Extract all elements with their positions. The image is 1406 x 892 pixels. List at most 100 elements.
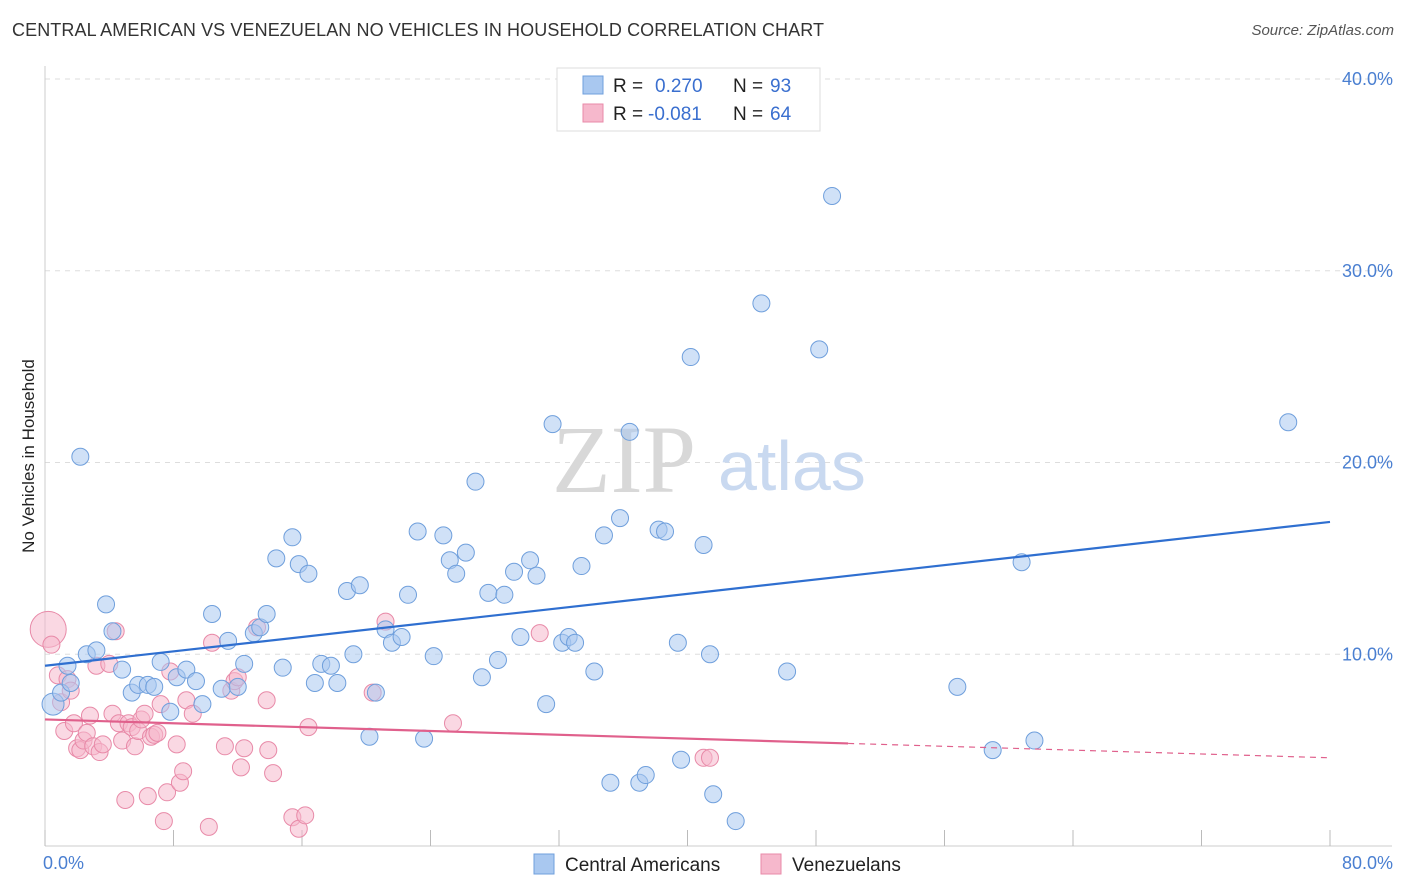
central-americans-point-55 <box>479 583 498 602</box>
central-americans-point-13 <box>145 677 164 696</box>
central-americans-point-57 <box>495 585 514 604</box>
venezuelans-trend-line <box>44 718 849 745</box>
venezuelans-point-35 <box>158 783 177 802</box>
central-americans-point-88 <box>948 677 967 696</box>
venezuelans-point-39 <box>174 762 193 781</box>
axes <box>44 66 1392 847</box>
central-americans-trend-line <box>44 520 1331 667</box>
central-americans-point-52 <box>456 543 475 562</box>
legend-swatch-pink <box>582 103 604 123</box>
central-americans-point-36 <box>328 674 347 693</box>
central-americans-point-80 <box>694 535 713 554</box>
central-americans-point-35 <box>321 656 340 675</box>
central-americans-point-63 <box>543 415 562 434</box>
bottom-legend-label-pink: Venezuelans <box>792 855 901 876</box>
central-americans-point-17 <box>177 660 196 679</box>
central-americans-point-83 <box>726 812 745 831</box>
central-americans-point-8 <box>103 622 122 641</box>
central-americans-point-62 <box>537 695 556 714</box>
grid-lines <box>45 78 1392 655</box>
central-americans-point-74 <box>636 766 655 785</box>
legend-r-label-pink: R = <box>613 104 643 125</box>
legend-n-value-blue: 93 <box>770 76 791 97</box>
legend-n-label-pink: N = <box>733 104 763 125</box>
central-americans-point-70 <box>601 773 620 792</box>
y-tick-label-3: 40.0% <box>1342 69 1393 89</box>
central-americans-point-67 <box>572 557 591 576</box>
y-tick-labels: 10.0% 20.0% 30.0% 40.0% <box>1342 69 1393 664</box>
venezuelans-point-51 <box>257 691 276 710</box>
central-americans-point-33 <box>305 674 324 693</box>
legend-r-value-blue: 0.270 <box>655 76 703 97</box>
venezuelans-trend-line-extension <box>848 742 1331 759</box>
central-americans-points <box>41 186 1298 831</box>
central-americans-point-14 <box>151 652 170 671</box>
central-americans-point-2 <box>58 656 77 675</box>
central-americans-point-29 <box>273 658 292 677</box>
bottom-legend: Central Americans Venezuelans <box>533 853 901 876</box>
central-americans-point-20 <box>203 604 222 623</box>
central-americans-point-23 <box>228 677 247 696</box>
legend-r-label-blue: R = <box>613 76 643 97</box>
central-americans-point-44 <box>392 627 411 646</box>
venezuelans-point-61 <box>530 624 549 643</box>
central-americans-point-3 <box>61 674 80 693</box>
central-americans-point-47 <box>415 729 434 748</box>
venezuelans-point-29 <box>138 787 157 806</box>
venezuelans-point-1 <box>42 635 61 654</box>
venezuelans-point-53 <box>264 764 283 783</box>
legend-n-label-blue: N = <box>733 76 763 97</box>
venezuelans-point-28 <box>135 704 154 723</box>
central-americans-point-89 <box>983 741 1002 760</box>
central-americans-point-82 <box>704 785 723 804</box>
central-americans-point-87 <box>823 186 842 205</box>
central-americans-point-78 <box>672 750 691 769</box>
central-americans-point-61 <box>527 566 546 585</box>
central-americans-point-53 <box>466 472 485 491</box>
central-americans-point-27 <box>257 604 276 623</box>
central-americans-point-18 <box>186 672 205 691</box>
central-americans-point-19 <box>193 695 212 714</box>
central-americans-point-69 <box>594 526 613 545</box>
central-americans-point-49 <box>434 526 453 545</box>
venezuelans-point-44 <box>215 737 234 756</box>
venezuelans-point-7 <box>64 714 83 733</box>
y-axis-title: No Vehicles in Household <box>19 359 38 553</box>
central-americans-point-41 <box>366 683 385 702</box>
central-americans-point-40 <box>360 727 379 746</box>
bottom-legend-swatch-pink <box>760 853 782 875</box>
central-americans-point-56 <box>488 651 507 670</box>
central-americans-point-79 <box>681 348 700 367</box>
bottom-legend-swatch-blue <box>533 853 555 875</box>
venezuelans-point-52 <box>259 741 278 760</box>
chart-title: CENTRAL AMERICAN VS VENEZUELAN NO VEHICL… <box>12 20 825 40</box>
central-americans-point-38 <box>344 645 363 664</box>
venezuelans-point-42 <box>199 817 218 836</box>
watermark-zip: ZIP <box>552 406 696 513</box>
venezuelans-point-25 <box>125 737 144 756</box>
central-americans-point-59 <box>511 627 530 646</box>
central-americans-point-72 <box>620 422 639 441</box>
central-americans-point-39 <box>350 576 369 595</box>
venezuelans-point-63 <box>700 748 719 767</box>
central-americans-point-9 <box>113 660 132 679</box>
central-americans-point-71 <box>611 509 630 528</box>
central-americans-point-30 <box>283 528 302 547</box>
central-americans-point-81 <box>700 645 719 664</box>
central-americans-point-32 <box>299 564 318 583</box>
venezuelans-point-22 <box>116 790 135 809</box>
bottom-legend-label-blue: Central Americans <box>565 855 720 876</box>
venezuelans-point-34 <box>154 812 173 831</box>
venezuelans-point-37 <box>167 735 186 754</box>
x-tick-label-1: 80.0% <box>1342 853 1393 873</box>
venezuelans-point-16 <box>93 735 112 754</box>
central-americans-point-66 <box>566 633 585 652</box>
central-americans-point-60 <box>521 551 540 570</box>
venezuelans-point-60 <box>443 714 462 733</box>
venezuelans-point-56 <box>296 806 315 825</box>
legend: R = 0.270 N = 93 R = -0.081 N = 64 <box>556 67 821 132</box>
central-americans-point-6 <box>87 641 106 660</box>
central-americans-point-28 <box>267 549 286 568</box>
y-tick-label-1: 20.0% <box>1342 453 1393 473</box>
y-tick-label-2: 30.0% <box>1342 261 1393 281</box>
